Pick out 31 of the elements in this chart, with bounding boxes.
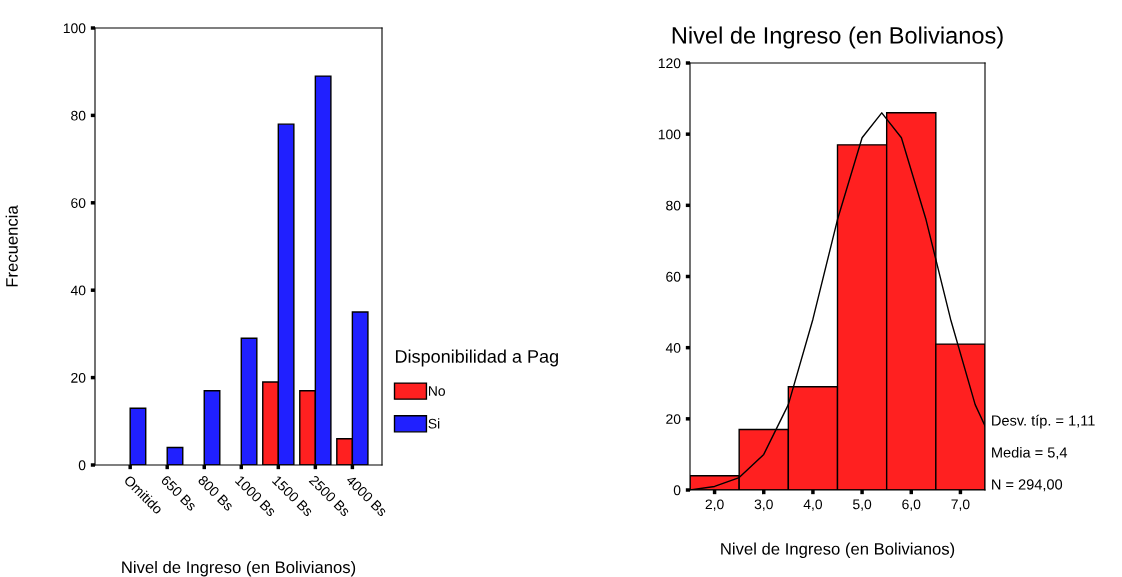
chart-title: Nivel de Ingreso (en Bolivianos) (672, 26, 1003, 49)
y-tick-label: 20 (71, 372, 86, 383)
y-tick-label: 60 (71, 198, 86, 208)
y-tick-label: 80 (666, 200, 681, 211)
x-tick-label: 7,0 (951, 499, 970, 511)
y-axis-title: Frecuencia (5, 205, 18, 287)
legend-label: No (428, 386, 446, 396)
x-tick-label: 2,0 (705, 499, 724, 511)
y-tick-label: 80 (71, 110, 86, 121)
x-tick-label: 800 Bs (197, 474, 235, 512)
y-tick-label: 100 (63, 23, 86, 34)
y-tick-label: 60 (666, 271, 681, 282)
x-axis-title: Nivel de Ingreso (en Bolivianos) (721, 542, 955, 559)
legend-label: Si (428, 418, 440, 429)
text: N = 294,00 (992, 479, 1063, 492)
y-tick-label: 40 (665, 343, 681, 353)
x-tick-label: 4,0 (803, 499, 823, 511)
x-tick-label: 650 Bs (160, 474, 198, 512)
y-tick-label: 20 (666, 414, 681, 424)
y-tick-label: 0 (78, 460, 86, 471)
legend-title: Disponibilidad a Pag (395, 349, 558, 367)
y-tick-label: 40 (70, 285, 86, 296)
text: Media = 5,4 (992, 446, 1068, 460)
x-axis-title: Nivel de Ingreso (en Bolivianos) (122, 560, 356, 577)
x-tick-label: 5,0 (852, 499, 872, 511)
x-tick-label: 3,0 (754, 499, 773, 511)
y-tick-label: 0 (673, 485, 681, 496)
y-tick-label: 100 (658, 129, 681, 140)
x-tick-label: 6,0 (902, 499, 921, 511)
y-tick-label: 120 (658, 58, 681, 69)
text: Desv. típ. = 1,11 (992, 414, 1095, 429)
